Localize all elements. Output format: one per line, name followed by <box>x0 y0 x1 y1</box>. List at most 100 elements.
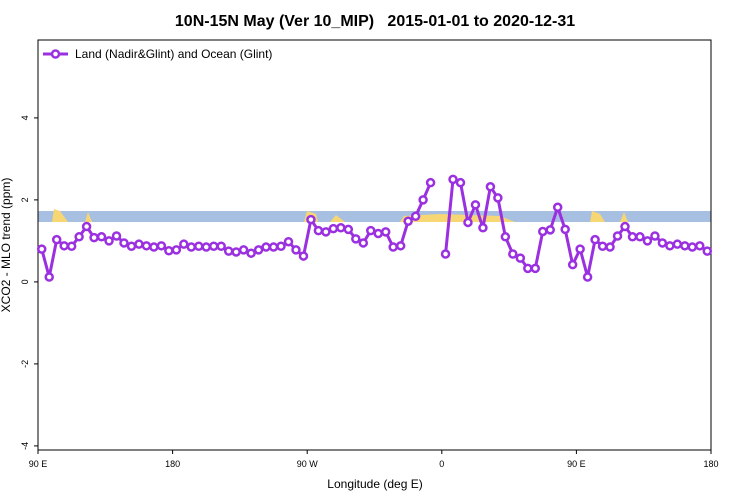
point <box>410 211 421 222</box>
point <box>328 223 339 234</box>
point <box>552 202 563 213</box>
y-tick-label: 0 <box>20 279 30 284</box>
point <box>485 182 496 192</box>
point <box>657 238 668 248</box>
point <box>418 195 428 205</box>
point <box>283 236 294 247</box>
point <box>470 200 481 210</box>
x-tick-label: 90 E <box>29 459 48 469</box>
point <box>351 234 361 244</box>
point <box>208 241 219 251</box>
point <box>179 239 189 249</box>
point <box>141 241 152 251</box>
point <box>261 242 271 252</box>
point <box>44 272 54 282</box>
point <box>164 245 174 256</box>
point <box>231 247 241 257</box>
y-tick-label: -2 <box>20 360 30 368</box>
point <box>358 238 369 248</box>
point <box>74 232 84 242</box>
point <box>448 174 458 185</box>
point <box>500 232 511 242</box>
point <box>134 239 144 249</box>
point <box>194 241 204 251</box>
point <box>66 241 77 251</box>
legend-label: Land (Nadir&Glint) and Ocean (Glint) <box>75 47 272 61</box>
x-tick-label: 90 E <box>567 459 586 469</box>
point <box>515 253 526 263</box>
point <box>695 241 705 251</box>
point <box>597 241 608 251</box>
x-tick-label: 180 <box>165 459 180 469</box>
point <box>51 234 62 245</box>
point <box>366 225 376 236</box>
legend-marker <box>50 49 61 59</box>
point <box>702 246 713 256</box>
point <box>313 225 324 236</box>
point <box>96 232 107 242</box>
point <box>627 232 638 242</box>
point <box>89 232 99 243</box>
point <box>343 224 354 235</box>
point <box>672 239 683 249</box>
point <box>620 221 630 232</box>
point <box>605 242 615 252</box>
point <box>680 241 690 251</box>
point <box>268 242 279 252</box>
point <box>216 241 226 251</box>
point <box>126 241 137 251</box>
point <box>590 234 600 245</box>
point <box>463 217 473 228</box>
plot-frame <box>37 39 712 451</box>
point <box>403 216 413 226</box>
point <box>201 242 211 252</box>
point <box>575 244 585 254</box>
point <box>298 251 309 261</box>
x-tick-label: 180 <box>703 459 718 469</box>
point <box>642 236 653 246</box>
point <box>650 231 660 241</box>
y-tick-label: 4 <box>20 115 30 120</box>
point <box>291 245 301 255</box>
y-tick-label: -4 <box>20 442 30 450</box>
point <box>111 231 122 241</box>
point <box>336 223 346 233</box>
point <box>81 221 92 232</box>
point <box>567 259 578 270</box>
point <box>545 225 555 235</box>
point <box>306 214 316 225</box>
point <box>508 249 518 259</box>
y-tick-label: 2 <box>20 197 30 202</box>
point <box>276 241 286 251</box>
point <box>171 245 182 255</box>
point <box>321 227 331 237</box>
point <box>523 263 533 274</box>
x-axis-label: Longitude (deg E) <box>327 477 422 491</box>
point <box>425 177 436 188</box>
point <box>380 227 391 237</box>
point <box>388 242 398 252</box>
land-ocean-strip <box>38 209 711 222</box>
x-tick-label: 0 <box>439 459 444 469</box>
point <box>440 249 451 259</box>
point <box>478 223 488 233</box>
point <box>186 242 197 252</box>
point <box>149 242 159 252</box>
point <box>59 241 69 251</box>
point <box>582 272 593 282</box>
point <box>665 241 675 251</box>
point <box>530 263 541 274</box>
point <box>253 245 264 255</box>
point <box>104 236 114 246</box>
point <box>455 177 466 188</box>
point <box>612 231 623 241</box>
point <box>493 193 503 203</box>
point <box>119 238 129 248</box>
point <box>373 228 383 239</box>
point <box>36 244 47 254</box>
point <box>687 242 698 252</box>
point <box>395 241 406 251</box>
point <box>156 241 167 251</box>
y-axis-label: XCO2 - MLO trend (ppm) <box>0 178 13 313</box>
